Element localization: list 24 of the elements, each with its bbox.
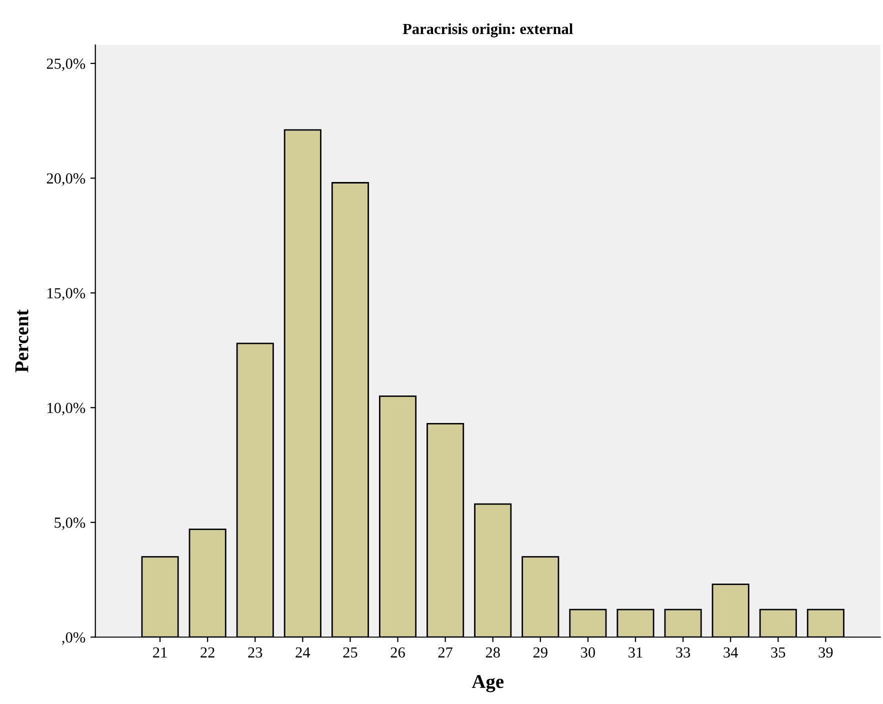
x-tick-label: 33 bbox=[676, 647, 690, 658]
x-tick-label: 22 bbox=[200, 647, 214, 658]
x-tick-label: 25 bbox=[343, 647, 358, 658]
x-tick-label: 23 bbox=[248, 647, 262, 658]
x-tick-label: 27 bbox=[438, 647, 453, 658]
x-tick-label: 34 bbox=[724, 647, 738, 658]
x-tick-label: 28 bbox=[486, 647, 500, 658]
y-axis-title: Percent bbox=[15, 310, 28, 372]
y-tick-label: 5,0% bbox=[54, 518, 86, 530]
y-tick-label: 10,0% bbox=[48, 402, 86, 416]
x-tick-label: 21 bbox=[153, 647, 167, 658]
x-tick-label: 24 bbox=[296, 647, 310, 658]
x-tick-label: 29 bbox=[533, 647, 548, 658]
y-tick-label: 15,0% bbox=[48, 288, 86, 301]
x-tick-label: 30 bbox=[581, 647, 595, 658]
y-tick-label: 20,0% bbox=[46, 173, 86, 186]
x-tick-label: 35 bbox=[771, 647, 786, 658]
chart-title: Paracrisis origin: external bbox=[402, 23, 573, 38]
x-tick-label: 26 bbox=[390, 647, 405, 658]
x-axis-title: Age bbox=[472, 675, 504, 692]
x-tick-label: 39 bbox=[818, 647, 833, 658]
y-tick-label: ,0% bbox=[62, 632, 86, 645]
x-tick-label: 31 bbox=[628, 647, 642, 658]
y-tick-label: 25,0% bbox=[46, 58, 86, 72]
